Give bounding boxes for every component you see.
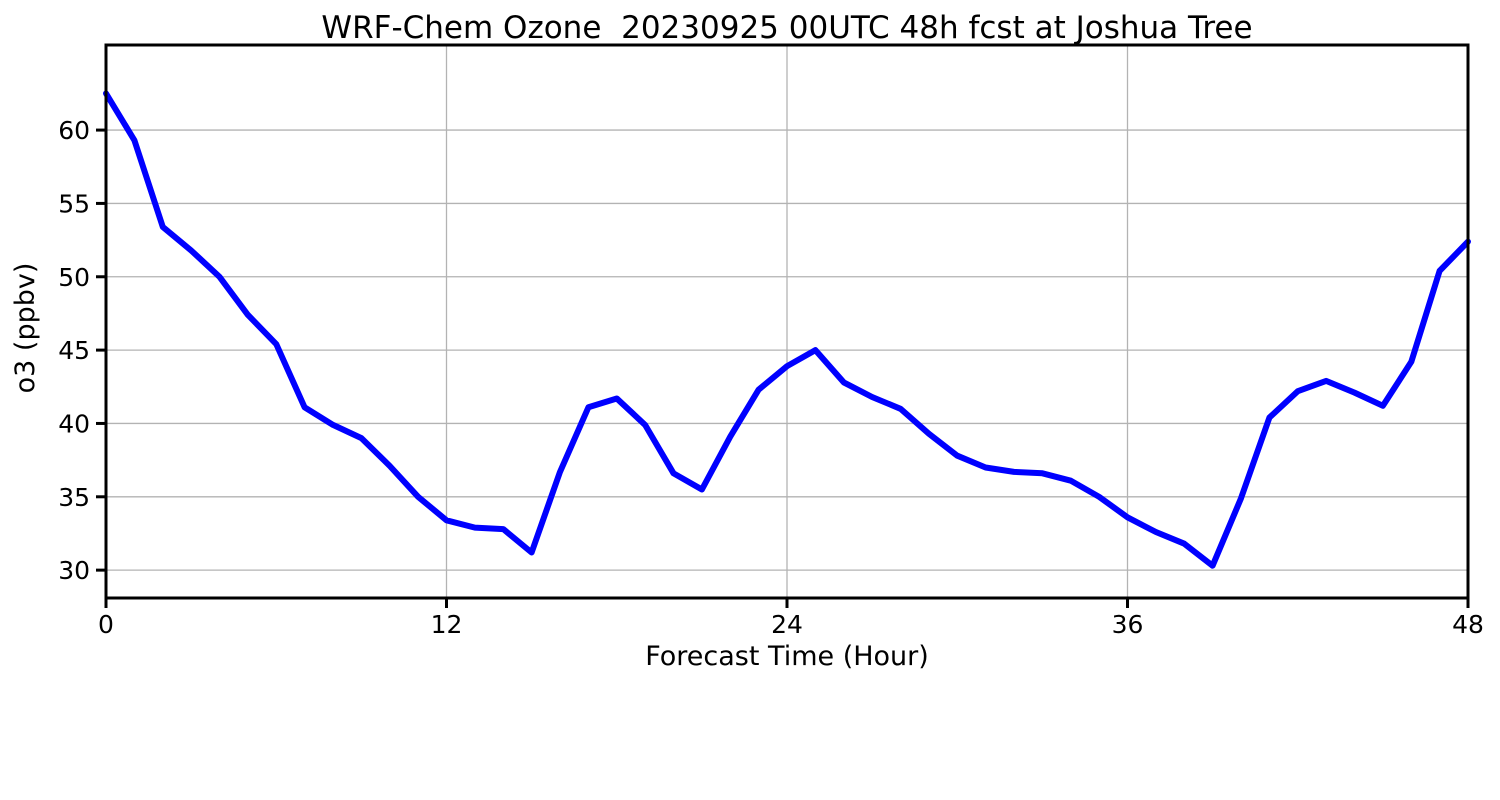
chart-title: WRF-Chem Ozone 20230925 00UTC 48h fcst a… (321, 10, 1252, 46)
x-tick-label: 24 (771, 610, 803, 639)
data-layer (103, 90, 1471, 569)
x-axis-label: Forecast Time (Hour) (645, 641, 929, 672)
y-tick-label: 35 (58, 483, 90, 512)
y-tick-label: 45 (58, 336, 90, 365)
x-tick-label: 48 (1452, 610, 1484, 639)
y-tick-label: 40 (58, 409, 90, 438)
x-tick-label: 12 (431, 610, 463, 639)
ozone-series-line (103, 90, 1471, 569)
x-tick-label: 36 (1112, 610, 1144, 639)
y-tick-label: 50 (58, 263, 90, 292)
y-tick-label: 55 (58, 189, 90, 218)
y-tick-label: 30 (58, 556, 90, 585)
y-tick-label: 60 (58, 116, 90, 145)
x-tick-label: 0 (98, 610, 114, 639)
grid-layer (106, 45, 1468, 598)
axis-layer: 0 12 24 36 48 30 35 40 45 50 55 60 (58, 43, 1484, 639)
y-axis-label: o3 (ppbv) (10, 263, 41, 394)
